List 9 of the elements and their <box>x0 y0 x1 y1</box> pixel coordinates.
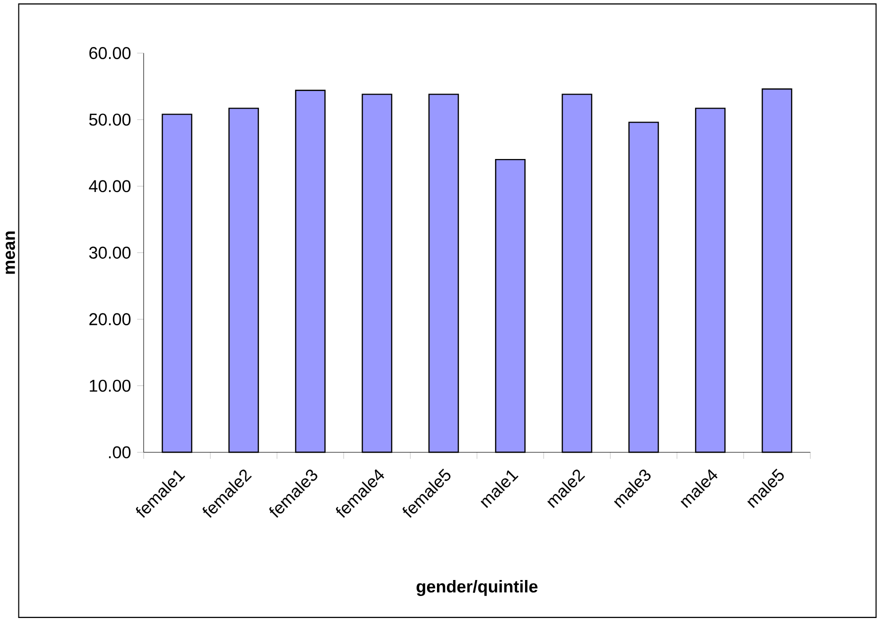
y-tick-label: 20.00 <box>89 312 131 326</box>
y-tick-label: 30.00 <box>89 246 131 259</box>
y-axis-title: mean <box>6 231 16 274</box>
y-tick-label: 60.00 <box>89 46 131 59</box>
y-tick-label: .00 <box>109 446 131 458</box>
x-axis-title: gender/quintile <box>416 580 538 596</box>
y-tick-label: 50.00 <box>89 113 131 126</box>
y-tick-label: 40.00 <box>88 180 131 192</box>
y-tick-label: 10.00 <box>90 380 131 392</box>
